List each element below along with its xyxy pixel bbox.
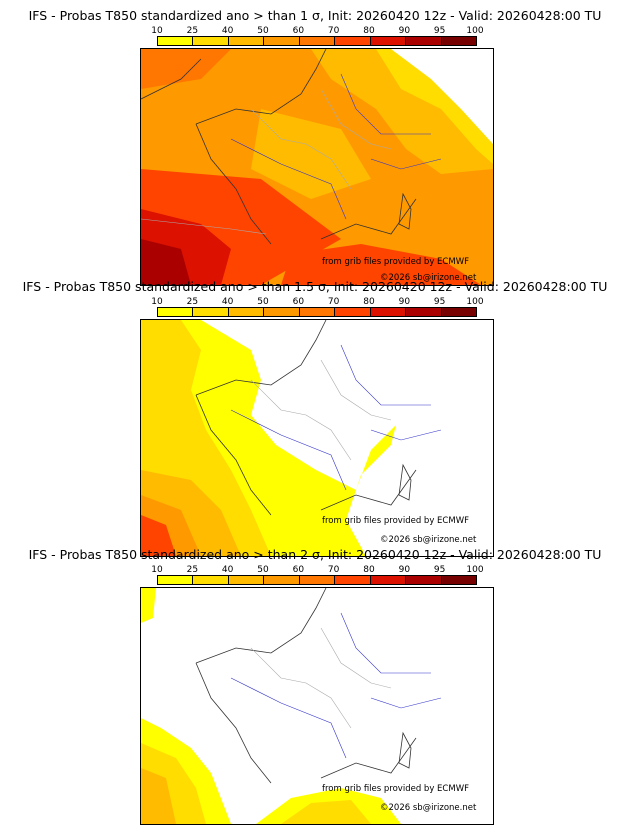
colorbar bbox=[157, 307, 477, 317]
colorbar-segment bbox=[158, 308, 194, 316]
colorbar-tick-label: 40 bbox=[221, 565, 234, 575]
colorbar-segment bbox=[228, 308, 265, 316]
colorbar bbox=[157, 575, 477, 585]
source-credit: from grib files provided by ECMWF bbox=[322, 516, 469, 526]
copyright-credit: ©2026 sb@irizone.net bbox=[380, 535, 477, 545]
colorbar-segment bbox=[406, 37, 442, 45]
colorbar-tick-label: 90 bbox=[398, 565, 411, 575]
colorbar-tick-label: 95 bbox=[433, 26, 446, 36]
colorbar-segment bbox=[335, 308, 371, 316]
panel-title: IFS - Probas T850 standardized ano > tha… bbox=[22, 279, 608, 294]
colorbar-tick-label: 40 bbox=[221, 297, 234, 307]
colorbar-tick-label: 10 bbox=[151, 26, 163, 36]
colorbar-tick-label: 90 bbox=[398, 297, 411, 307]
colorbar-tick-label: 60 bbox=[292, 297, 305, 307]
colorbar-tick-label: 95 bbox=[433, 565, 446, 575]
colorbar-ticks: 10 25 40 50 60 70 80 90 95 100 bbox=[147, 297, 487, 307]
colorbar-segment bbox=[441, 37, 476, 45]
colorbar-tick-label: 60 bbox=[292, 26, 305, 36]
panel-title: IFS - Probas T850 standardized ano > tha… bbox=[28, 547, 602, 562]
colorbar-segment bbox=[264, 37, 300, 45]
colorbar-tick-label: 100 bbox=[466, 565, 484, 575]
source-credit: from grib files provided by ECMWF bbox=[322, 257, 469, 267]
colorbar-ticks: 10 25 40 50 60 70 80 90 95 100 bbox=[147, 26, 487, 36]
probability-map: from grib files provided by ECMWF ©2026 … bbox=[140, 48, 494, 286]
panel-1-5sigma: IFS - Probas T850 standardized ano > tha… bbox=[0, 279, 630, 557]
probability-map: from grib files provided by ECMWF ©2026 … bbox=[140, 319, 494, 557]
colorbar-tick-label: 80 bbox=[363, 26, 375, 36]
colorbar-tick-label: 40 bbox=[221, 26, 234, 36]
colorbar-ticks: 10 25 40 50 60 70 80 90 95 100 bbox=[147, 565, 487, 575]
colorbar-tick-label: 70 bbox=[327, 565, 340, 575]
colorbar-tick-label: 70 bbox=[327, 297, 340, 307]
colorbar-tick-label: 70 bbox=[327, 26, 340, 36]
colorbar-segment bbox=[335, 37, 371, 45]
colorbar-segment bbox=[228, 37, 265, 45]
colorbar-tick-label: 60 bbox=[292, 565, 305, 575]
colorbar-segment bbox=[370, 576, 407, 584]
colorbar-tick-label: 25 bbox=[186, 297, 199, 307]
colorbar-segment bbox=[441, 576, 476, 584]
colorbar-segment bbox=[264, 308, 300, 316]
colorbar-segment bbox=[335, 576, 371, 584]
colorbar-segment bbox=[406, 576, 442, 584]
colorbar-tick-label: 50 bbox=[257, 297, 269, 307]
colorbar-segment bbox=[228, 576, 265, 584]
colorbar-segment bbox=[406, 308, 442, 316]
copyright-credit: ©2026 sb@irizone.net bbox=[380, 273, 477, 283]
colorbar-segment bbox=[370, 308, 407, 316]
panel-2sigma: IFS - Probas T850 standardized ano > tha… bbox=[0, 547, 630, 825]
colorbar bbox=[157, 36, 477, 46]
colorbar-segment bbox=[264, 576, 300, 584]
colorbar-tick-label: 50 bbox=[257, 565, 269, 575]
map-canvas bbox=[141, 588, 493, 824]
panel-title: IFS - Probas T850 standardized ano > tha… bbox=[28, 8, 602, 23]
colorbar-segment bbox=[441, 308, 476, 316]
panel-1sigma: IFS - Probas T850 standardized ano > tha… bbox=[0, 8, 630, 286]
colorbar-tick-label: 10 bbox=[151, 565, 163, 575]
colorbar-segment bbox=[158, 576, 194, 584]
colorbar-tick-label: 10 bbox=[151, 297, 163, 307]
colorbar-segment bbox=[299, 37, 336, 45]
map-canvas bbox=[141, 49, 493, 285]
copyright-credit: ©2026 sb@irizone.net bbox=[380, 803, 477, 813]
colorbar-tick-label: 25 bbox=[186, 26, 199, 36]
colorbar-segment bbox=[299, 308, 336, 316]
colorbar-tick-label: 50 bbox=[257, 26, 269, 36]
colorbar-tick-label: 100 bbox=[466, 297, 484, 307]
colorbar-segment bbox=[158, 37, 194, 45]
colorbar-segment bbox=[193, 37, 229, 45]
colorbar-tick-label: 95 bbox=[433, 297, 446, 307]
colorbar-tick-label: 25 bbox=[186, 565, 199, 575]
probability-map: from grib files provided by ECMWF ©2026 … bbox=[140, 587, 494, 825]
colorbar-tick-label: 80 bbox=[363, 297, 375, 307]
colorbar-segment bbox=[193, 308, 229, 316]
colorbar-tick-label: 100 bbox=[466, 26, 484, 36]
colorbar-segment bbox=[299, 576, 336, 584]
map-canvas bbox=[141, 320, 493, 556]
source-credit: from grib files provided by ECMWF bbox=[322, 784, 469, 794]
colorbar-segment bbox=[193, 576, 229, 584]
colorbar-tick-label: 80 bbox=[363, 565, 375, 575]
colorbar-tick-label: 90 bbox=[398, 26, 411, 36]
colorbar-segment bbox=[370, 37, 407, 45]
